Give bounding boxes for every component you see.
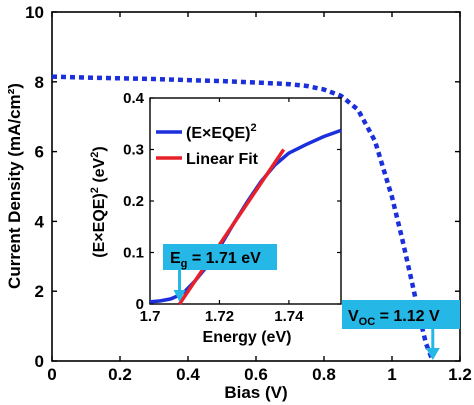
main-x-tick-label: 0.8 — [312, 365, 336, 384]
inset-series-group — [149, 128, 342, 305]
main-y-tick-label: 10 — [25, 3, 44, 22]
inset-y-axis-title: (E×EQE)2 (eV2) — [89, 146, 108, 257]
eg-callout: Eg = 1.71 eV — [163, 244, 277, 302]
inset-y-tick-label: 0.3 — [123, 142, 144, 159]
voc-callout-text: VOC = 1.12 V — [348, 308, 440, 328]
main-axis-ticks: 0 0.2 0.4 0.6 0.8 1 1.2 0 2 4 6 8 10 — [25, 3, 472, 384]
main-y-tick-label: 2 — [35, 282, 44, 301]
inset-x-tick-label: 1.7 — [140, 308, 161, 325]
inset-legend: (E×EQE)2 Linear Fit — [156, 122, 259, 168]
inset-y-tick-label: 0.2 — [123, 193, 144, 210]
voc-callout-box — [342, 300, 460, 329]
main-x-tick-label: 0.6 — [244, 365, 268, 384]
main-series-group — [51, 74, 435, 362]
inset-x-axis-title: Energy (eV) — [203, 329, 292, 346]
main-x-tick-label: 0 — [47, 365, 56, 384]
voc-callout: VOC = 1.12 V — [342, 300, 460, 360]
eg-callout-text: Eg = 1.71 eV — [170, 250, 261, 270]
main-y-tick-label: 6 — [35, 143, 44, 162]
inset-x-tick-label: 1.72 — [205, 308, 234, 325]
inset-y-tick-label: 0.1 — [123, 245, 144, 262]
main-x-tick-label: 0.2 — [108, 365, 132, 384]
legend-label-blue: (E×EQE)2 — [186, 122, 257, 142]
main-y-tick-label: 4 — [35, 212, 45, 231]
inset-linear-fit-line — [178, 148, 286, 305]
main-x-tick-label: 1.2 — [448, 365, 472, 384]
inset-y-tick-label: 0.4 — [123, 90, 145, 107]
voc-arrow-head — [425, 348, 440, 360]
main-x-tick-label: 1 — [387, 365, 396, 384]
eg-callout-box — [163, 244, 277, 270]
inset-y-tick-label: 0 — [136, 296, 144, 313]
inset-axis-ticks: 1.7 1.72 1.74 0 0.1 0.2 0.3 0.4 — [123, 90, 341, 325]
eg-arrow-head — [173, 290, 186, 302]
main-x-tick-label: 0.4 — [176, 365, 200, 384]
main-y-axis-title: Current Density (mA/cm²) — [5, 83, 24, 289]
jv-curve-line — [51, 74, 435, 362]
main-x-axis-title: Bias (V) — [224, 383, 287, 402]
legend-label-red: Linear Fit — [186, 151, 259, 168]
main-y-tick-label: 8 — [35, 73, 44, 92]
main-y-tick-label: 0 — [35, 352, 44, 371]
inset-x-tick-label: 1.74 — [274, 308, 304, 325]
